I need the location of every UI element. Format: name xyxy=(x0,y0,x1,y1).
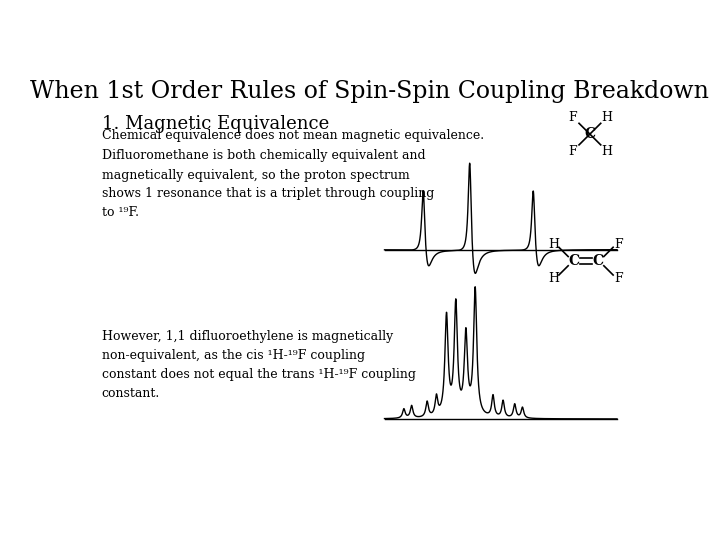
Text: H: H xyxy=(548,272,559,285)
Text: Chemical equivalence does not mean magnetic equivalence.: Chemical equivalence does not mean magne… xyxy=(102,130,484,143)
Text: F: F xyxy=(569,111,577,124)
Text: H: H xyxy=(601,111,613,124)
Text: H: H xyxy=(548,238,559,251)
Text: F: F xyxy=(614,238,623,251)
Text: C: C xyxy=(592,254,603,268)
Text: F: F xyxy=(614,272,623,285)
Text: However, 1,1 difluoroethylene is magnetically
non-equivalent, as the cis ¹H-¹⁹F : However, 1,1 difluoroethylene is magneti… xyxy=(102,330,415,401)
Text: C: C xyxy=(569,254,580,268)
Text: H: H xyxy=(601,145,613,158)
Text: Difluoromethane is both chemically equivalent and
magnetically equivalent, so th: Difluoromethane is both chemically equiv… xyxy=(102,150,434,219)
Text: 1. Magnetic Equivalence: 1. Magnetic Equivalence xyxy=(102,115,329,133)
Text: C: C xyxy=(585,127,595,141)
Text: F: F xyxy=(569,145,577,158)
Text: When 1st Order Rules of Spin-Spin Coupling Breakdown: When 1st Order Rules of Spin-Spin Coupli… xyxy=(30,80,708,103)
